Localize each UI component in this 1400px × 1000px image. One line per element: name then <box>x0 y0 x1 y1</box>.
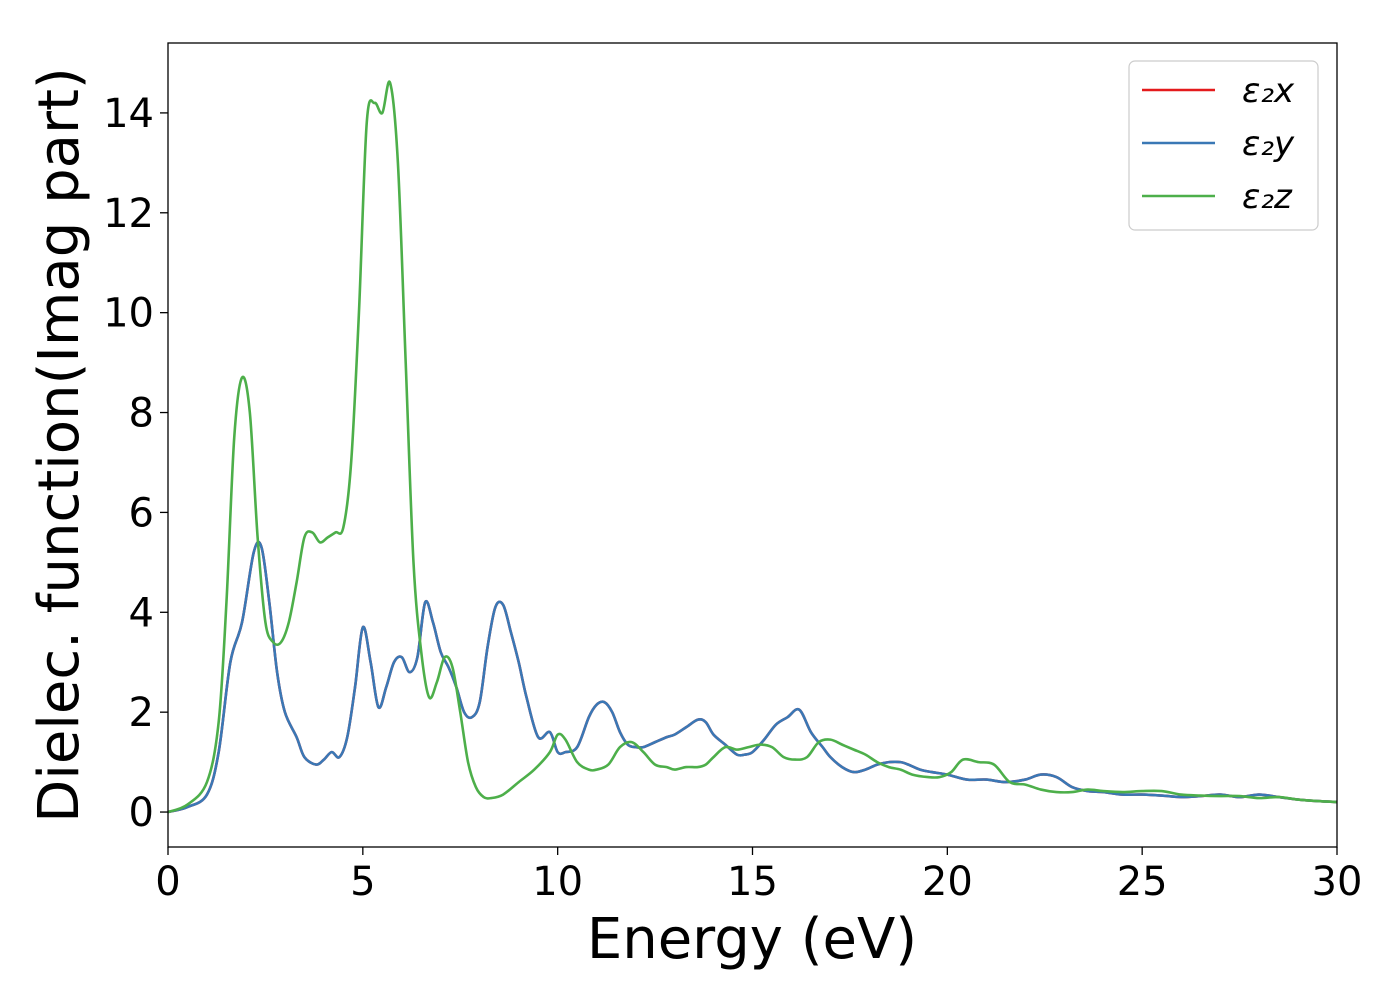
y-tick-label: 0 <box>129 790 154 836</box>
x-tick-label: 30 <box>1312 859 1363 905</box>
legend-label: ε₂x <box>1242 71 1295 111</box>
y-tick-label: 12 <box>103 191 154 237</box>
x-axis: 0 5 10 15 20 25 30 <box>155 847 1362 905</box>
y-axis: 0 2 4 6 8 10 12 14 <box>103 91 168 836</box>
legend-item: ε₂y <box>1142 124 1295 164</box>
y-tick-label: 14 <box>103 91 154 137</box>
x-tick-label: 25 <box>1117 859 1168 905</box>
y-axis-label: Dielec. function(Imag part) <box>27 67 92 823</box>
legend-item: ε₂z <box>1142 177 1293 217</box>
series-line-1 <box>168 540 1337 814</box>
x-axis-label: Energy (eV) <box>587 907 917 972</box>
series-layer <box>168 80 1337 814</box>
x-tick-label: 10 <box>532 859 583 905</box>
y-tick-label: 4 <box>129 590 154 636</box>
legend: ε₂x ε₂y ε₂z <box>1128 60 1319 231</box>
series-line-3 <box>168 80 1337 814</box>
x-tick-label: 15 <box>727 859 778 905</box>
legend-item: ε₂x <box>1142 71 1295 111</box>
legend-box <box>1128 60 1319 231</box>
y-tick-label: 8 <box>129 391 154 437</box>
series-line-2 <box>168 540 1337 814</box>
legend-label: ε₂z <box>1242 177 1293 217</box>
y-tick-label: 10 <box>103 291 154 337</box>
x-tick-label: 0 <box>155 859 180 905</box>
x-tick-label: 5 <box>350 859 375 905</box>
y-tick-label: 6 <box>129 490 154 536</box>
legend-label: ε₂y <box>1242 124 1295 164</box>
y-tick-label: 2 <box>129 690 154 736</box>
x-tick-label: 20 <box>922 859 973 905</box>
